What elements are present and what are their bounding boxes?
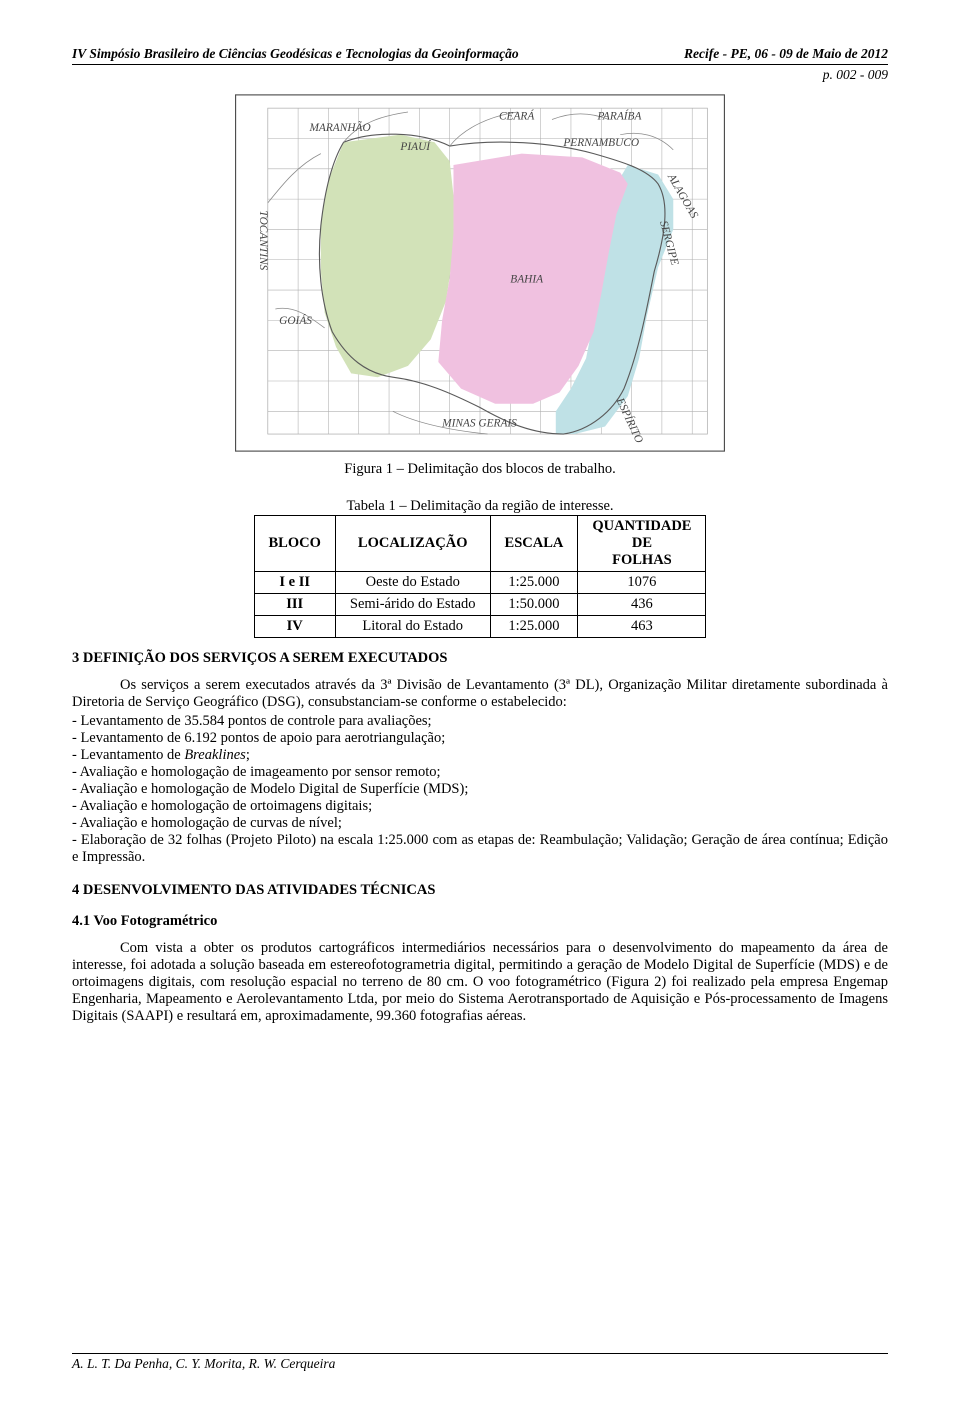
list-item: - Levantamento de Breaklines;: [72, 747, 888, 764]
svg-text:MARANHÃO: MARANHÃO: [308, 122, 370, 134]
list-item: - Avaliação e homologação de ortoimagens…: [72, 798, 888, 815]
figure-1-caption: Figura 1 – Delimitação dos blocos de tra…: [72, 461, 888, 478]
table-row: I e II Oeste do Estado 1:25.000 1076: [254, 572, 706, 594]
list-item: - Avaliação e homologação de Modelo Digi…: [72, 781, 888, 798]
section-3-title: 3 DEFINIÇÃO DOS SERVIÇOS A SEREM EXECUTA…: [72, 650, 888, 667]
list-item: - Levantamento de 6.192 pontos de apoio …: [72, 730, 888, 747]
svg-text:BAHIA: BAHIA: [510, 273, 543, 285]
cell-escala: 1:25.000: [490, 572, 578, 594]
table-1: BLOCO LOCALIZAÇÃO ESCALA QUANTIDADE DE F…: [254, 515, 707, 638]
page-header: IV Simpósio Brasileiro de Ciências Geodé…: [72, 46, 888, 65]
figure-1-map: MARANHÃO PIAUÍ CEARÁ PARAÍBA PERNAMBUCO …: [230, 93, 730, 453]
section-3-intro: Os serviços a serem executados através d…: [72, 677, 888, 711]
cell-bloco: III: [254, 594, 335, 616]
cell-escala: 1:25.000: [490, 616, 578, 638]
table-header-row: BLOCO LOCALIZAÇÃO ESCALA QUANTIDADE DE F…: [254, 516, 706, 572]
map-svg: MARANHÃO PIAUÍ CEARÁ PARAÍBA PERNAMBUCO …: [230, 93, 730, 453]
section-4-1-para: Com vista a obter os produtos cartográfi…: [72, 940, 888, 1025]
col-escala: ESCALA: [490, 516, 578, 572]
list-item: - Elaboração de 32 folhas (Projeto Pilot…: [72, 832, 888, 866]
col-localizacao: LOCALIZAÇÃO: [335, 516, 490, 572]
col3-l2: DE: [632, 535, 652, 551]
section-4-1-title: 4.1 Voo Fotogramétrico: [72, 913, 888, 930]
svg-text:MINAS GERAIS: MINAS GERAIS: [441, 417, 517, 429]
cell-qtd: 1076: [578, 572, 706, 594]
cell-loc: Litoral do Estado: [335, 616, 490, 638]
header-right: Recife - PE, 06 - 09 de Maio de 2012: [684, 46, 888, 62]
table-row: III Semi-árido do Estado 1:50.000 436: [254, 594, 706, 616]
col3-l1: QUANTIDADE: [592, 518, 691, 534]
section-4-title: 4 DESENVOLVIMENTO DAS ATIVIDADES TÉCNICA…: [72, 882, 888, 899]
col-bloco: BLOCO: [254, 516, 335, 572]
svg-text:PARAÍBA: PARAÍBA: [596, 111, 641, 123]
list-item: - Levantamento de 35.584 pontos de contr…: [72, 713, 888, 730]
page-footer: A. L. T. Da Penha, C. Y. Morita, R. W. C…: [72, 1353, 888, 1372]
col-quantidade: QUANTIDADE DE FOLHAS: [578, 516, 706, 572]
list-item: - Avaliação e homologação de curvas de n…: [72, 815, 888, 832]
header-left: IV Simpósio Brasileiro de Ciências Geodé…: [72, 46, 519, 62]
cell-bloco: IV: [254, 616, 335, 638]
table-1-caption: Tabela 1 – Delimitação da região de inte…: [72, 498, 888, 515]
list-item: - Avaliação e homologação de imageamento…: [72, 764, 888, 781]
footer-authors: A. L. T. Da Penha, C. Y. Morita, R. W. C…: [72, 1356, 335, 1371]
svg-text:PIAUÍ: PIAUÍ: [399, 141, 431, 153]
cell-qtd: 436: [578, 594, 706, 616]
cell-loc: Oeste do Estado: [335, 572, 490, 594]
cell-escala: 1:50.000: [490, 594, 578, 616]
cell-loc: Semi-árido do Estado: [335, 594, 490, 616]
cell-qtd: 463: [578, 616, 706, 638]
col3-l3: FOLHAS: [612, 552, 672, 568]
cell-bloco: I e II: [254, 572, 335, 594]
header-page-number: p. 002 - 009: [72, 67, 888, 83]
svg-text:TOCANTINS: TOCANTINS: [257, 210, 269, 270]
svg-text:GOIÁS: GOIÁS: [279, 315, 312, 327]
svg-text:PERNAMBUCO: PERNAMBUCO: [562, 137, 639, 149]
table-row: IV Litoral do Estado 1:25.000 463: [254, 616, 706, 638]
svg-text:CEARÁ: CEARÁ: [499, 111, 534, 123]
